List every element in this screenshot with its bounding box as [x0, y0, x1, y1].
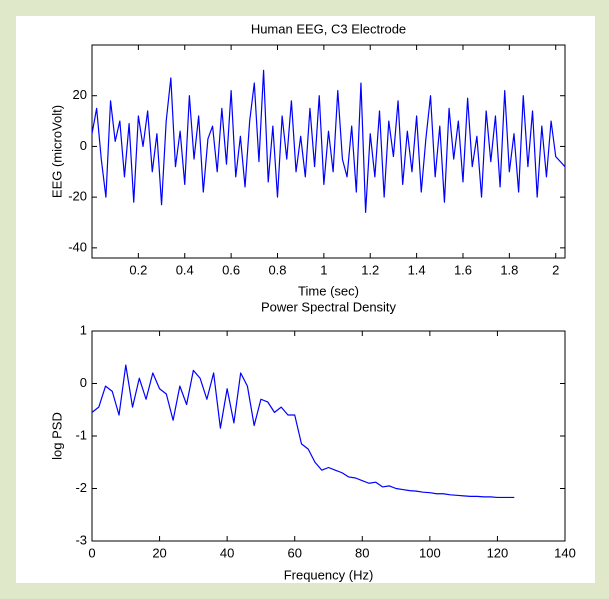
y-tick-label: -1	[75, 427, 87, 442]
x-tick-label: 2	[552, 262, 559, 277]
y-tick-label: 0	[80, 375, 87, 390]
axes-box	[91, 330, 566, 542]
y-tick-label: -40	[68, 239, 87, 254]
data-line	[91, 364, 515, 499]
x-tick-label: 120	[487, 545, 509, 560]
x-tick-label: 1.4	[408, 262, 426, 277]
y-tick-label: 20	[73, 87, 87, 102]
x-tick-label: 1.8	[500, 262, 518, 277]
x-tick-label: 0.8	[268, 262, 286, 277]
y-tick-label: -3	[75, 532, 87, 547]
figure: Human EEG, C3 Electrode Time (sec) EEG (mi…	[16, 16, 595, 583]
x-axis-label: Time (sec)	[298, 283, 359, 298]
x-tick-label: 140	[554, 545, 576, 560]
chart-title: Power Spectral Density	[261, 299, 397, 314]
y-axis-label: log PSD	[49, 412, 64, 460]
y-tick-label: -2	[75, 480, 87, 495]
x-tick-label: 80	[355, 545, 369, 560]
x-tick-label: 20	[152, 545, 166, 560]
y-axis-label: EEG (microVolt)	[49, 105, 64, 198]
x-tick-label: 0.2	[129, 262, 147, 277]
x-tick-label: 0.4	[176, 262, 194, 277]
x-axis-label: Frequency (Hz)	[284, 567, 374, 582]
x-tick-label: 60	[287, 545, 301, 560]
y-tick-label: 1	[80, 322, 87, 337]
x-tick-label: 100	[419, 545, 441, 560]
y-tick-label: 0	[80, 138, 87, 153]
y-tick-label: -20	[68, 189, 87, 204]
x-tick-label: 0	[88, 545, 95, 560]
chart-title: Human EEG, C3 Electrode	[251, 21, 406, 36]
x-tick-label: 40	[220, 545, 234, 560]
x-tick-label: 0.6	[222, 262, 240, 277]
x-tick-label: 1.6	[454, 262, 472, 277]
x-tick-label: 1	[320, 262, 327, 277]
axes-box	[91, 44, 566, 259]
x-tick-label: 1.2	[361, 262, 379, 277]
data-line	[91, 69, 566, 213]
